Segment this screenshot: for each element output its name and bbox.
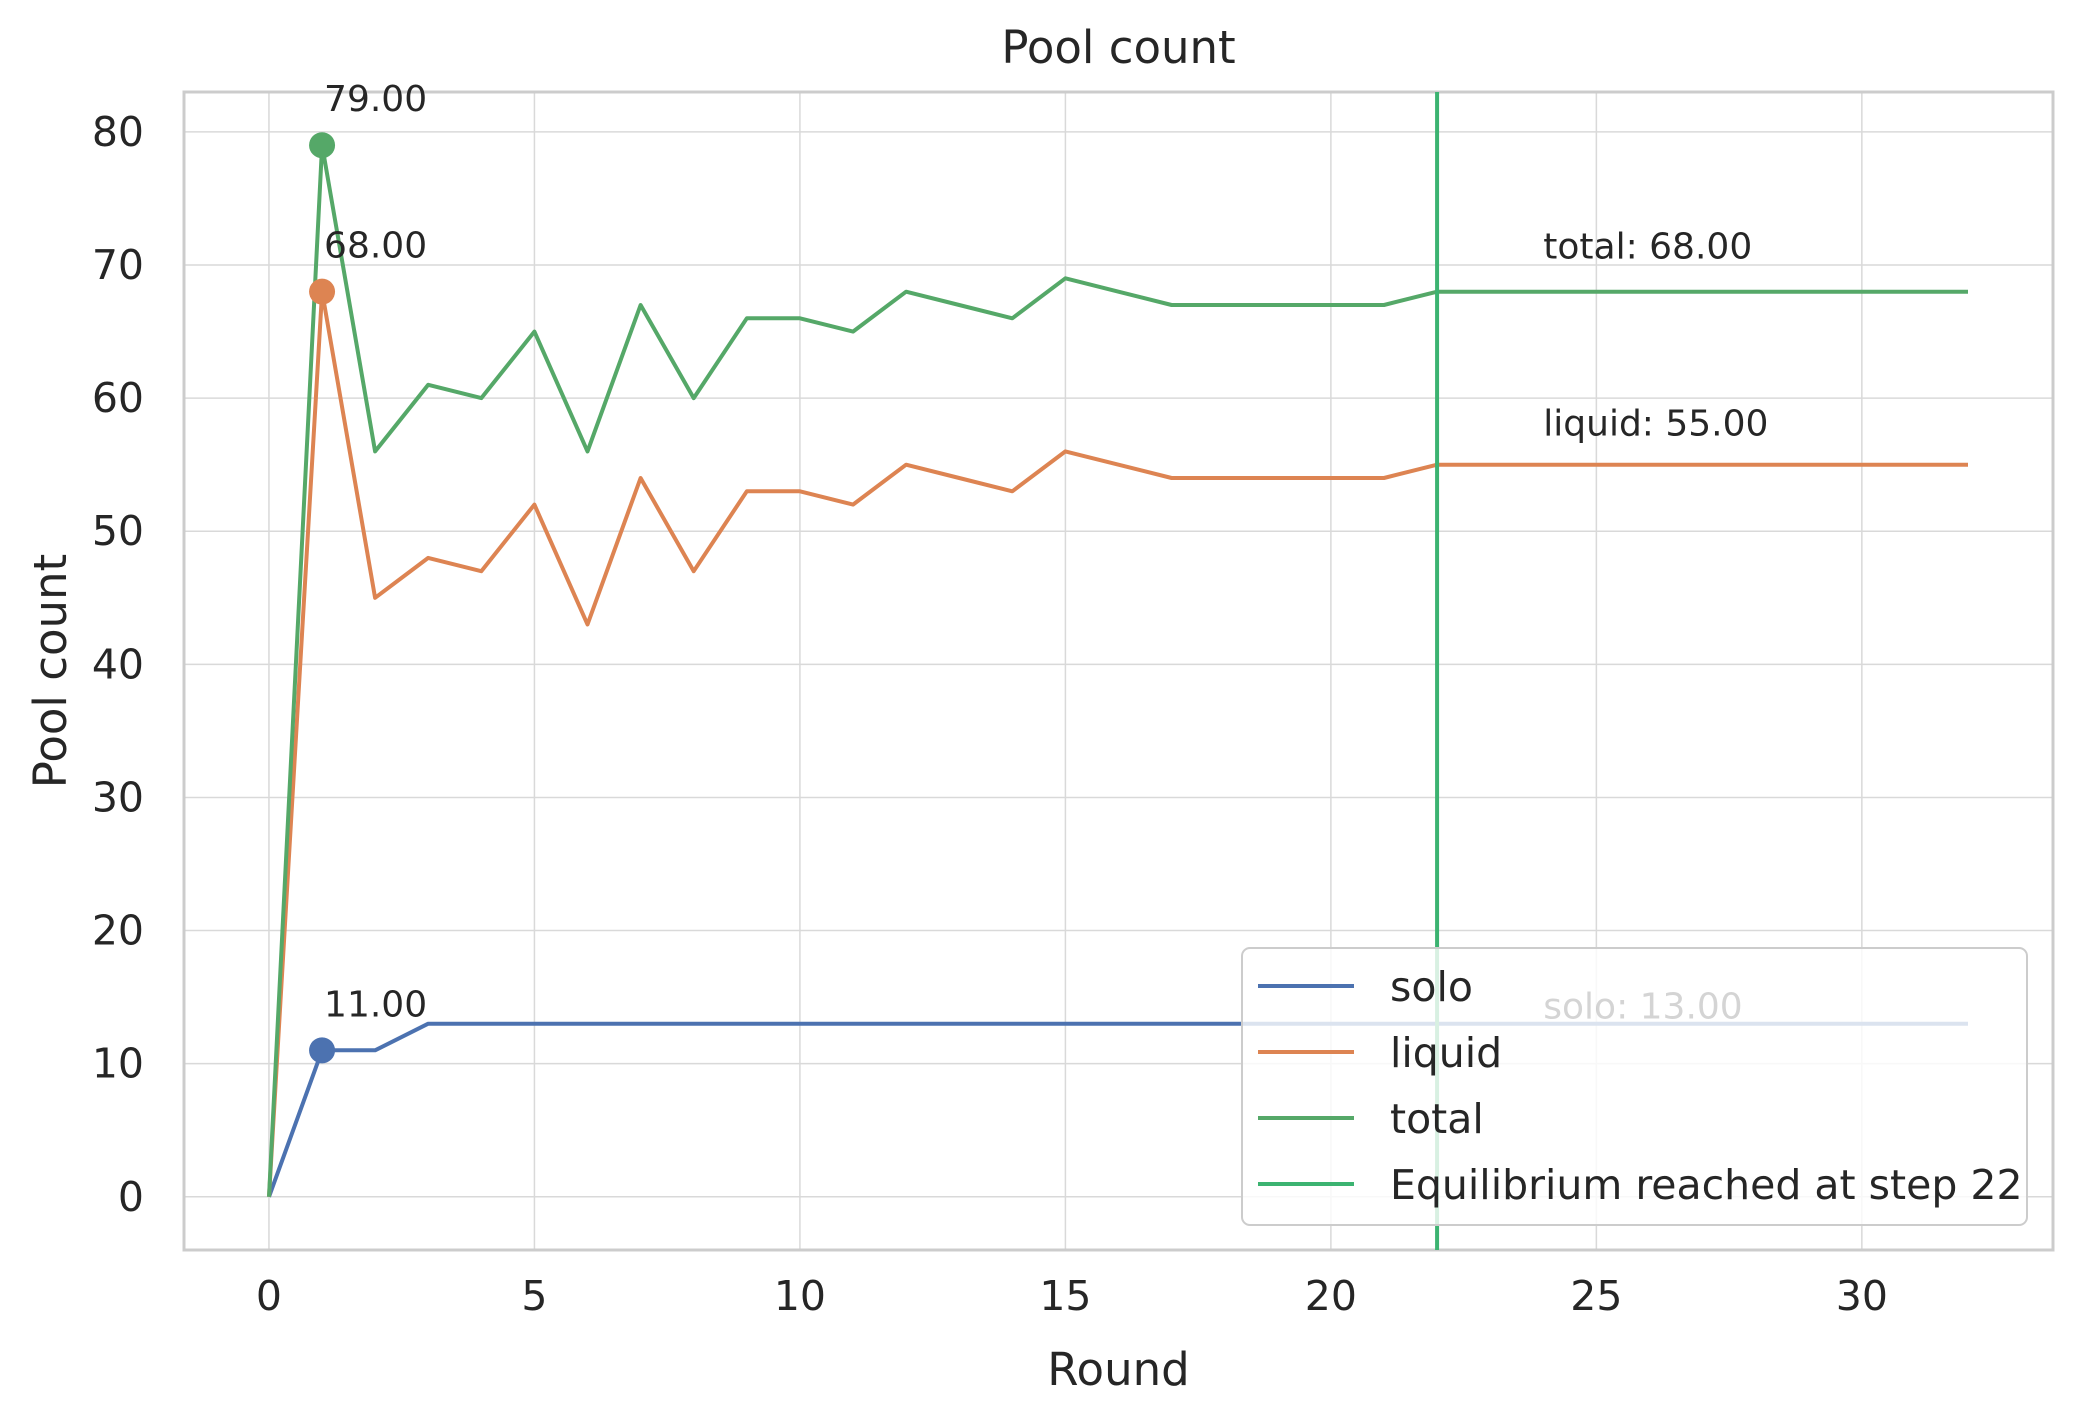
y-axis-label: Pool count bbox=[24, 554, 77, 788]
peak-markers: 11.00 68.00 79.00 bbox=[309, 79, 427, 1064]
axis-ticks: 0 5 10 15 20 25 30 0 10 20 30 40 50 60 70 80 bbox=[92, 108, 1888, 1320]
y-tick-label: 40 bbox=[92, 640, 144, 688]
y-tick-label: 20 bbox=[92, 907, 144, 955]
y-tick-label: 60 bbox=[92, 374, 144, 422]
x-tick-label: 25 bbox=[1570, 1272, 1622, 1320]
peak-marker-solo bbox=[309, 1037, 336, 1064]
x-tick-label: 30 bbox=[1836, 1272, 1888, 1320]
series-line-liquid bbox=[267, 289, 1968, 1197]
x-tick-label: 10 bbox=[774, 1272, 826, 1320]
peak-marker-total bbox=[309, 132, 336, 159]
y-tick-label: 0 bbox=[118, 1173, 144, 1221]
legend: solo liquid total Equilibrium reached at st… bbox=[1241, 947, 2028, 1226]
end-label-liquid: liquid: 55.00 bbox=[1543, 403, 1768, 444]
x-axis-label: Round bbox=[1047, 1343, 1189, 1396]
peak-label-liquid: 68.00 bbox=[324, 226, 427, 267]
y-tick-label: 80 bbox=[92, 108, 144, 156]
grid-lines bbox=[184, 92, 2053, 1250]
x-tick-label: 20 bbox=[1305, 1272, 1357, 1320]
series-line-total bbox=[267, 143, 1968, 1197]
legend-entry: Equilibrium reached at step 22 bbox=[1390, 1161, 2023, 1209]
x-tick-label: 0 bbox=[256, 1272, 282, 1320]
end-value-labels: total: 68.00 liquid: 55.00 bbox=[1543, 226, 1768, 444]
peak-label-total: 79.00 bbox=[324, 79, 427, 120]
legend-box bbox=[1241, 947, 2028, 1226]
end-label-total: total: 68.00 bbox=[1543, 226, 1752, 267]
x-tick-label: 5 bbox=[521, 1272, 547, 1320]
legend-entry: total bbox=[1390, 1095, 1484, 1143]
y-tick-label: 30 bbox=[92, 773, 144, 821]
chart-title: Pool count bbox=[1001, 21, 1235, 74]
end-label-solo: solo: 13.00 bbox=[1543, 986, 1742, 1027]
plot-frame bbox=[182, 90, 2055, 1252]
peak-marker-liquid bbox=[309, 278, 336, 305]
legend-entry: solo bbox=[1390, 963, 1473, 1011]
y-tick-label: 70 bbox=[92, 241, 144, 289]
y-tick-label: 10 bbox=[92, 1040, 144, 1088]
peak-label-solo: 11.00 bbox=[324, 984, 427, 1025]
y-tick-label: 50 bbox=[92, 507, 144, 555]
x-tick-label: 15 bbox=[1039, 1272, 1091, 1320]
legend-entry: liquid bbox=[1390, 1029, 1502, 1077]
